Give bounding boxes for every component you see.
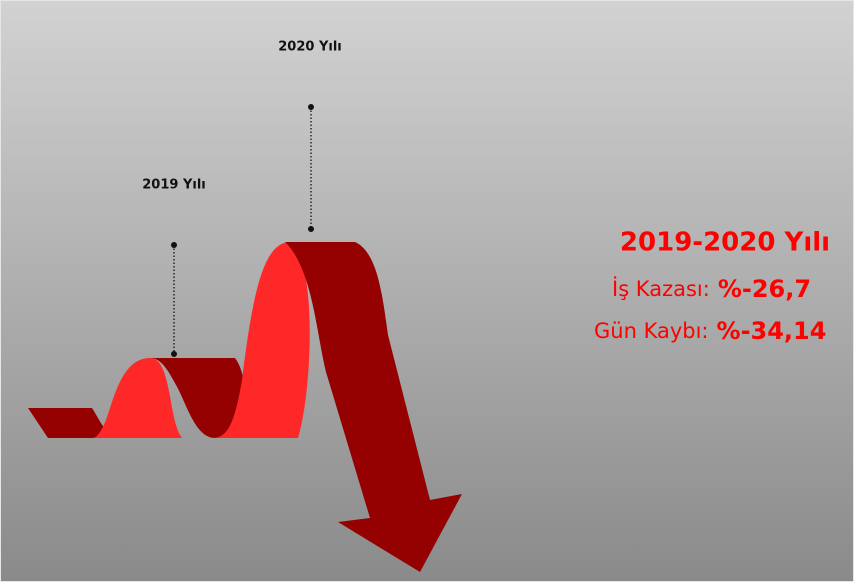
year-label: 2020 Yılı [278,40,342,55]
item-value: %-26,7 [718,275,811,303]
leader-dot [308,104,314,110]
year-label: 2019 Yılı [142,178,206,193]
leader-dot [171,242,177,248]
item-value: %-34,14 [717,317,827,345]
item-label: İş Kazası: [612,276,710,301]
summary-title: 2019-2020 Yılı [620,228,830,258]
leader-dot [171,351,177,357]
leader-dot [308,226,314,232]
slide: 2020 Yılı 2019 Yılı 2019-2020 Yılı İş Ka… [0,0,854,582]
page: 2020 Yılı 2019 Yılı 2019-2020 Yılı İş Ka… [0,0,854,582]
item-label: Gün Kaybı: [594,319,709,343]
